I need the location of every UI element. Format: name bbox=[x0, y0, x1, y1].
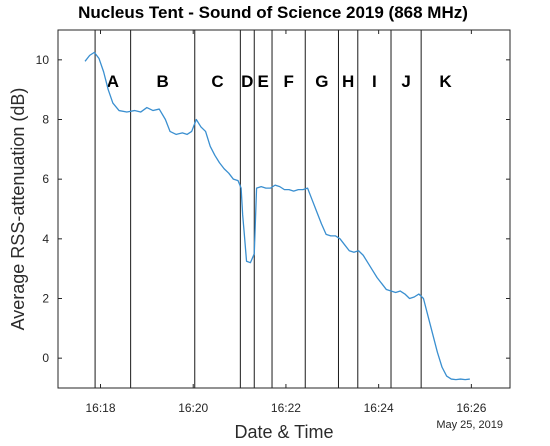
region-label-c: C bbox=[211, 72, 223, 91]
tick-layer: 16:18 16:20 16:22 16:24 16:26 0 2 4 6 8 10 bbox=[36, 30, 510, 415]
x-tick-label: 16:22 bbox=[271, 401, 301, 415]
y-tick-label: 4 bbox=[42, 232, 49, 246]
region-label-e: E bbox=[257, 72, 268, 91]
y-axis-label: Average RSS-attenuation (dB) bbox=[8, 88, 28, 331]
series-line-1 bbox=[84, 51, 470, 381]
y-tick-label: 6 bbox=[42, 172, 49, 186]
y-tick-label: 8 bbox=[42, 113, 49, 127]
x-axis-label: Date & Time bbox=[234, 422, 333, 442]
plot-frame bbox=[57, 29, 511, 389]
chart-title: Nucleus Tent - Sound of Science 2019 (86… bbox=[78, 3, 468, 22]
series-layer bbox=[84, 51, 470, 381]
x-tick-label: 16:24 bbox=[364, 401, 394, 415]
x-tick-label: 16:26 bbox=[456, 401, 486, 415]
region-label-a: A bbox=[107, 72, 119, 91]
region-label-d: D bbox=[241, 72, 253, 91]
region-label-f: F bbox=[283, 72, 293, 91]
y-tick-label: 0 bbox=[42, 351, 49, 365]
region-label-j: J bbox=[401, 72, 410, 91]
date-annotation: May 25, 2019 bbox=[436, 419, 503, 431]
y-tick-label: 10 bbox=[36, 53, 50, 67]
region-label-b: B bbox=[157, 72, 169, 91]
region-label-i: I bbox=[372, 72, 377, 91]
x-tick-label: 16:20 bbox=[178, 401, 208, 415]
region-label-k: K bbox=[439, 72, 452, 91]
region-label-h: H bbox=[342, 72, 354, 91]
region-label-g: G bbox=[315, 72, 328, 91]
x-tick-label: 16:18 bbox=[85, 401, 115, 415]
y-tick-label: 2 bbox=[42, 292, 49, 306]
